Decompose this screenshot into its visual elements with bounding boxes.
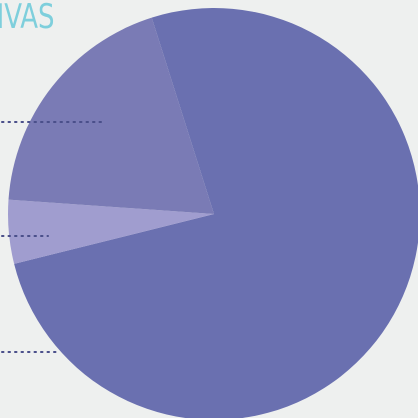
pie-slice: [7, 199, 214, 264]
pie-slice: [8, 17, 215, 214]
pie: [7, 8, 418, 418]
chart-title: IVAS: [0, 0, 54, 37]
pie-slice: [14, 8, 418, 418]
